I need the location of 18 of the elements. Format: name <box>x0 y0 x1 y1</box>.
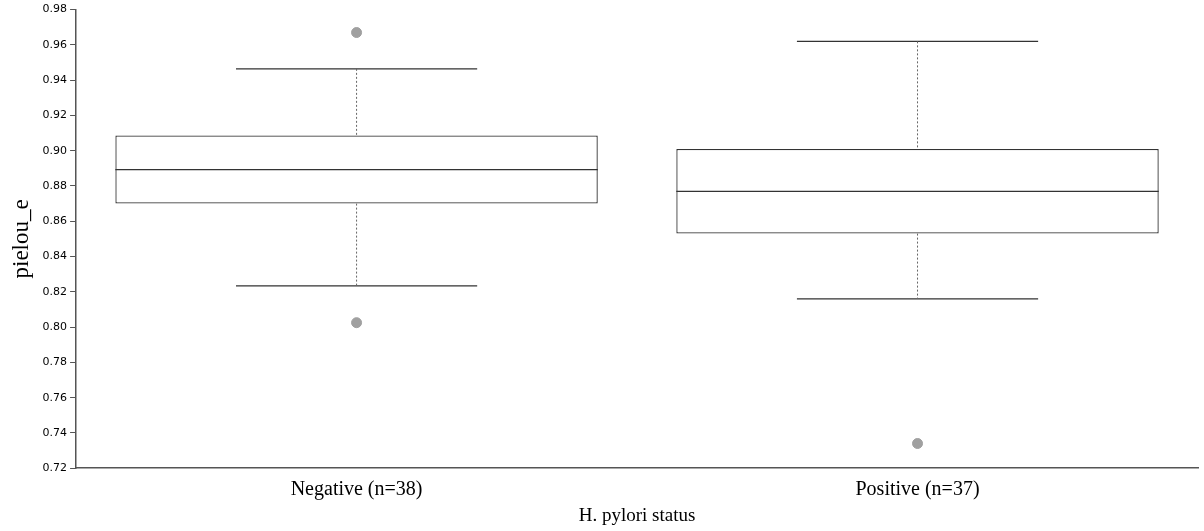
y-tick-label: 0.72 <box>42 461 68 475</box>
y-tick-label: 0.98 <box>42 2 68 16</box>
y-tick-label: 0.82 <box>42 284 68 298</box>
y-tick-label: 0.90 <box>42 143 68 157</box>
x-tick-label: Negative (n=38) <box>290 477 423 501</box>
y-tick-label: 0.76 <box>42 390 68 404</box>
y-tick-label: 0.94 <box>42 73 68 87</box>
y-tick-label: 0.78 <box>42 355 68 369</box>
x-tick-label: Positive (n=37) <box>855 477 980 501</box>
x-axis-title: H. pylori status <box>578 503 696 525</box>
y-axis-title: pielou_e <box>7 199 33 279</box>
y-tick-label: 0.86 <box>42 214 68 228</box>
y-tick-label: 0.74 <box>42 425 68 439</box>
y-tick-label: 0.88 <box>42 178 68 192</box>
y-tick-label: 0.84 <box>42 249 68 263</box>
y-tick-label: 0.92 <box>42 108 68 122</box>
y-tick-label: 0.80 <box>42 319 68 333</box>
y-tick-label: 0.96 <box>42 37 68 51</box>
